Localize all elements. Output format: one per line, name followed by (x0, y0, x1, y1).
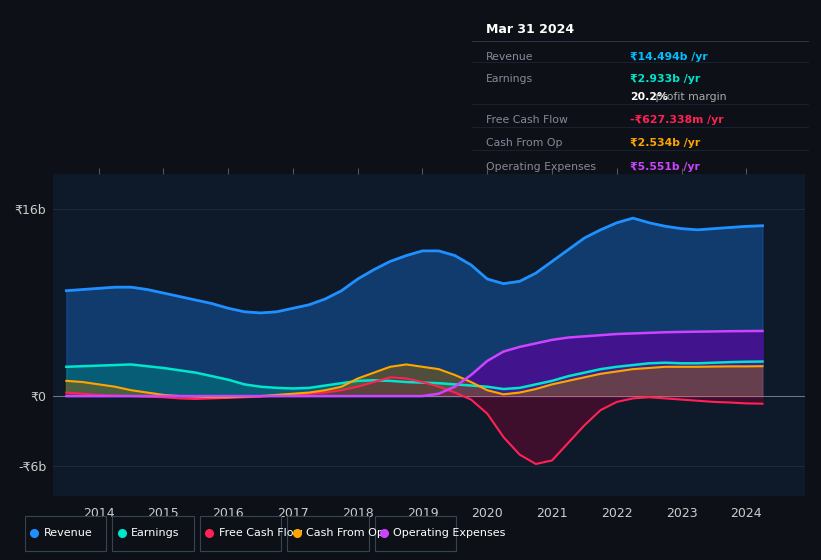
Text: Earnings: Earnings (131, 529, 180, 538)
Text: Cash From Op: Cash From Op (306, 529, 384, 538)
Text: Cash From Op: Cash From Op (485, 138, 562, 148)
Text: Revenue: Revenue (485, 53, 533, 63)
FancyBboxPatch shape (112, 516, 194, 551)
Text: Revenue: Revenue (44, 529, 92, 538)
FancyBboxPatch shape (200, 516, 281, 551)
Text: ₹14.494b /yr: ₹14.494b /yr (631, 53, 708, 63)
Text: Operating Expenses: Operating Expenses (393, 529, 506, 538)
Text: ₹2.534b /yr: ₹2.534b /yr (631, 138, 700, 148)
FancyBboxPatch shape (374, 516, 456, 551)
Text: -₹627.338m /yr: -₹627.338m /yr (631, 115, 724, 125)
Text: Operating Expenses: Operating Expenses (485, 161, 595, 171)
Text: ₹5.551b /yr: ₹5.551b /yr (631, 161, 700, 171)
Text: profit margin: profit margin (652, 92, 727, 102)
Text: 20.2%: 20.2% (631, 92, 668, 102)
FancyBboxPatch shape (25, 516, 106, 551)
Text: Mar 31 2024: Mar 31 2024 (485, 23, 574, 36)
Text: Free Cash Flow: Free Cash Flow (218, 529, 302, 538)
FancyBboxPatch shape (287, 516, 369, 551)
Text: Earnings: Earnings (485, 74, 533, 84)
Text: Free Cash Flow: Free Cash Flow (485, 115, 567, 125)
Text: ₹2.933b /yr: ₹2.933b /yr (631, 74, 700, 84)
